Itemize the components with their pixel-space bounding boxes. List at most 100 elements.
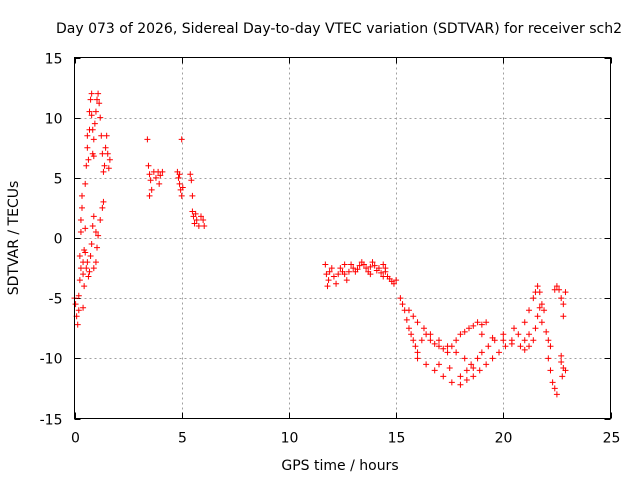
data-point bbox=[553, 283, 560, 290]
data-point bbox=[526, 307, 533, 314]
data-point bbox=[87, 96, 94, 103]
data-point bbox=[444, 349, 451, 356]
data-point bbox=[446, 364, 453, 371]
data-point bbox=[541, 307, 548, 314]
data-point bbox=[390, 280, 397, 287]
data-point bbox=[82, 225, 89, 232]
data-point bbox=[360, 261, 367, 268]
data-point bbox=[103, 132, 110, 139]
data-point bbox=[453, 337, 460, 344]
data-point bbox=[543, 328, 550, 335]
data-point bbox=[457, 373, 464, 380]
data-point bbox=[536, 289, 543, 296]
data-point bbox=[474, 319, 481, 326]
data-point bbox=[367, 263, 374, 270]
data-point bbox=[534, 283, 541, 290]
data-point bbox=[414, 319, 421, 326]
data-point bbox=[414, 355, 421, 362]
data-point bbox=[81, 283, 88, 290]
grid-lines bbox=[74, 57, 611, 419]
data-point bbox=[325, 277, 332, 284]
data-point bbox=[96, 100, 103, 107]
data-point bbox=[101, 162, 108, 169]
data-point bbox=[197, 213, 204, 220]
data-point bbox=[560, 301, 567, 308]
data-point bbox=[91, 120, 98, 127]
data-point bbox=[99, 150, 106, 157]
data-point bbox=[453, 349, 460, 356]
data-point bbox=[85, 156, 92, 163]
data-point bbox=[98, 132, 105, 139]
x-tick-label: 20 bbox=[495, 431, 513, 447]
data-point bbox=[189, 208, 196, 215]
data-point bbox=[191, 220, 198, 227]
data-point bbox=[556, 286, 563, 293]
data-point bbox=[97, 114, 104, 121]
data-point bbox=[418, 337, 425, 344]
data-point bbox=[100, 198, 107, 205]
data-point bbox=[363, 265, 370, 272]
data-point bbox=[106, 156, 113, 163]
x-tick-label: 25 bbox=[603, 431, 621, 447]
data-point bbox=[152, 174, 159, 181]
data-point bbox=[88, 241, 95, 248]
data-point bbox=[77, 265, 84, 272]
data-point bbox=[470, 364, 477, 371]
data-point bbox=[146, 171, 153, 178]
data-point bbox=[538, 301, 545, 308]
data-point bbox=[547, 367, 554, 374]
data-point bbox=[478, 349, 485, 356]
data-point bbox=[83, 162, 90, 169]
data-point bbox=[89, 126, 96, 133]
data-point bbox=[84, 144, 91, 151]
chart-title: Day 073 of 2026, Sidereal Day-to-day VTE… bbox=[56, 21, 622, 37]
data-point bbox=[536, 304, 543, 311]
data-point bbox=[431, 367, 438, 374]
data-point bbox=[489, 334, 496, 341]
data-point bbox=[90, 265, 97, 272]
data-points bbox=[71, 90, 569, 398]
data-point bbox=[102, 144, 109, 151]
data-point bbox=[435, 361, 442, 368]
data-point bbox=[423, 361, 430, 368]
data-point bbox=[148, 186, 155, 193]
data-point bbox=[517, 343, 524, 350]
data-point bbox=[87, 253, 94, 260]
data-point bbox=[156, 180, 163, 187]
data-point bbox=[188, 177, 195, 184]
data-point bbox=[448, 379, 455, 386]
data-point bbox=[468, 361, 475, 368]
x-tick-label: 15 bbox=[388, 431, 406, 447]
data-point bbox=[478, 321, 485, 328]
data-point bbox=[483, 319, 490, 326]
data-point bbox=[356, 262, 363, 269]
data-point bbox=[341, 261, 348, 268]
data-point bbox=[80, 259, 87, 266]
x-axis-label: GPS time / hours bbox=[281, 458, 398, 474]
data-point bbox=[85, 273, 92, 280]
y-tick-label: -10 bbox=[40, 352, 63, 368]
data-point bbox=[412, 343, 419, 350]
tick-labels: 0 5 10 15 20 25 -15 -10 -5 0 5 10 15 bbox=[40, 52, 621, 447]
data-point bbox=[369, 259, 376, 266]
x-tick-label: 0 bbox=[71, 431, 80, 447]
data-point bbox=[192, 210, 199, 217]
data-point bbox=[88, 90, 95, 97]
data-point bbox=[558, 358, 565, 365]
data-point bbox=[75, 307, 82, 314]
data-point bbox=[511, 325, 518, 332]
data-point bbox=[76, 277, 83, 284]
data-point bbox=[178, 192, 185, 199]
data-point bbox=[435, 343, 442, 350]
data-point bbox=[549, 379, 556, 386]
data-point bbox=[562, 367, 569, 374]
data-point bbox=[201, 222, 208, 229]
data-point bbox=[187, 171, 194, 178]
data-point bbox=[558, 352, 565, 359]
data-point bbox=[189, 192, 196, 199]
data-point bbox=[526, 331, 533, 338]
data-point bbox=[382, 265, 389, 272]
data-point bbox=[345, 268, 352, 275]
data-point bbox=[341, 271, 348, 278]
